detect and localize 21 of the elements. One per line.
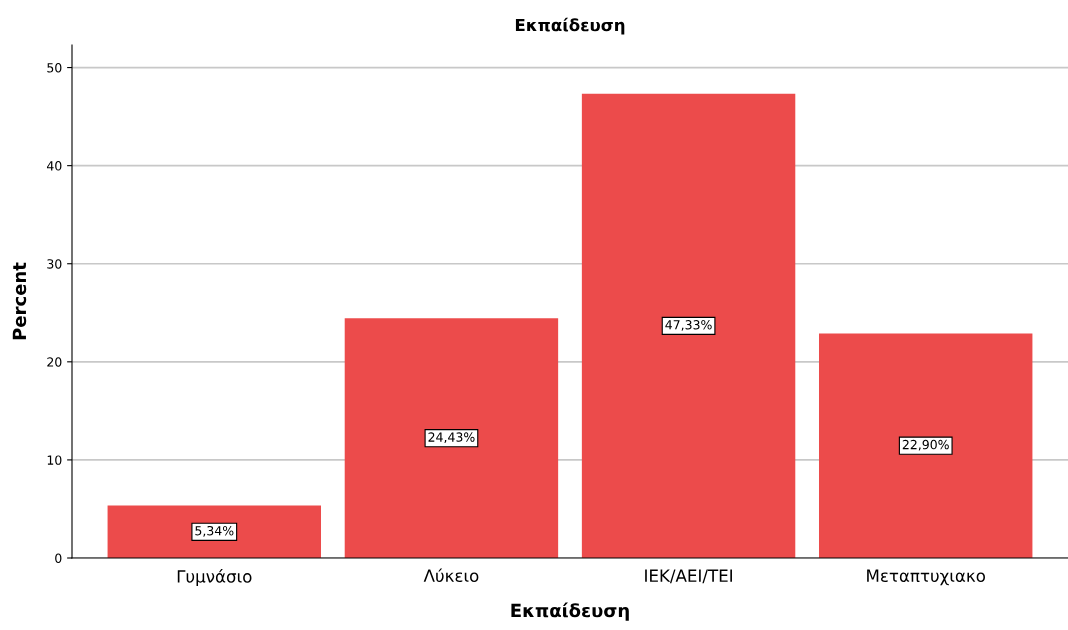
y-tick-label: 20 — [47, 357, 62, 367]
bar — [581, 93, 796, 558]
x-axis-title: Εκπαίδευση — [511, 602, 629, 621]
bar — [344, 318, 559, 558]
chart-title: Εκπαίδευση — [515, 17, 625, 35]
y-axis-title: Percent — [12, 262, 27, 340]
x-tick-label: Γυμνάσιο — [177, 569, 252, 586]
x-tick-label: Μεταπτυχιακο — [867, 569, 985, 586]
bar — [107, 505, 321, 558]
bar — [819, 333, 1033, 558]
y-tick-label: 10 — [47, 455, 62, 465]
y-tick-label: 40 — [46, 161, 62, 171]
data-label: 47,33% — [665, 320, 712, 331]
x-tick-label: ΙΕΚ/ΑΕΙ/ΤΕΙ — [645, 569, 732, 584]
data-label: 5,34% — [195, 525, 234, 537]
y-tick-label: 0 — [55, 553, 62, 563]
data-label: 24,43% — [428, 432, 475, 444]
y-tick-label: 30 — [47, 259, 62, 269]
y-tick-label: 50 — [47, 63, 62, 73]
x-tick-label: Λύκειο — [423, 568, 479, 583]
data-label: 22,90% — [902, 439, 949, 451]
